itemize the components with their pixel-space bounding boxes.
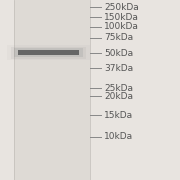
Text: 100kDa: 100kDa [104,22,139,31]
Text: 250kDa: 250kDa [104,3,139,12]
Bar [14,48,83,57]
Text: 25kDa: 25kDa [104,84,133,93]
Text: 75kDa: 75kDa [104,33,134,42]
Text: 37kDa: 37kDa [104,64,134,73]
Text: 15kDa: 15kDa [104,111,134,120]
Text: 20kDa: 20kDa [104,92,133,101]
Bar [7,45,90,60]
Text: 50kDa: 50kDa [104,49,134,58]
Text: 150kDa: 150kDa [104,13,139,22]
Text: 10kDa: 10kDa [104,132,134,141]
Bar [14,0,90,180]
Bar [11,47,86,59]
Bar [18,50,79,55]
